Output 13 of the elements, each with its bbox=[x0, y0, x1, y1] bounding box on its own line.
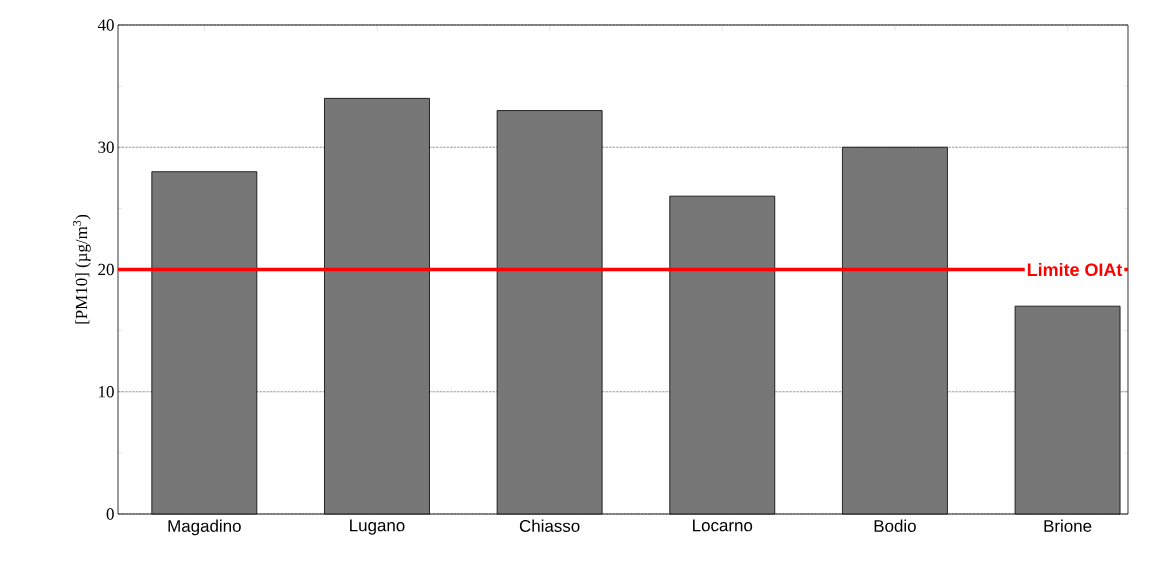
y-tick-label: 30 bbox=[98, 141, 114, 153]
x-tick-label: Lugano bbox=[350, 519, 405, 535]
y-tick-label: 10 bbox=[99, 386, 114, 398]
ref-line-label: Limite OIAt bbox=[1027, 262, 1123, 277]
y-tick-label: 0 bbox=[106, 508, 114, 520]
x-tick-label: Brione bbox=[1044, 519, 1092, 532]
y-axis-title: [PM10] (µg/m$^{3}$) bbox=[72, 214, 91, 324]
x-tick-label: Chiasso bbox=[519, 519, 580, 532]
x-tick-label: Magadino bbox=[168, 519, 241, 536]
x-tick-label: Locarno bbox=[693, 519, 753, 532]
y-tick-label: 40 bbox=[97, 19, 114, 31]
y-tick-label: 20 bbox=[98, 263, 114, 276]
x-tick-label: Bodio bbox=[874, 519, 916, 532]
